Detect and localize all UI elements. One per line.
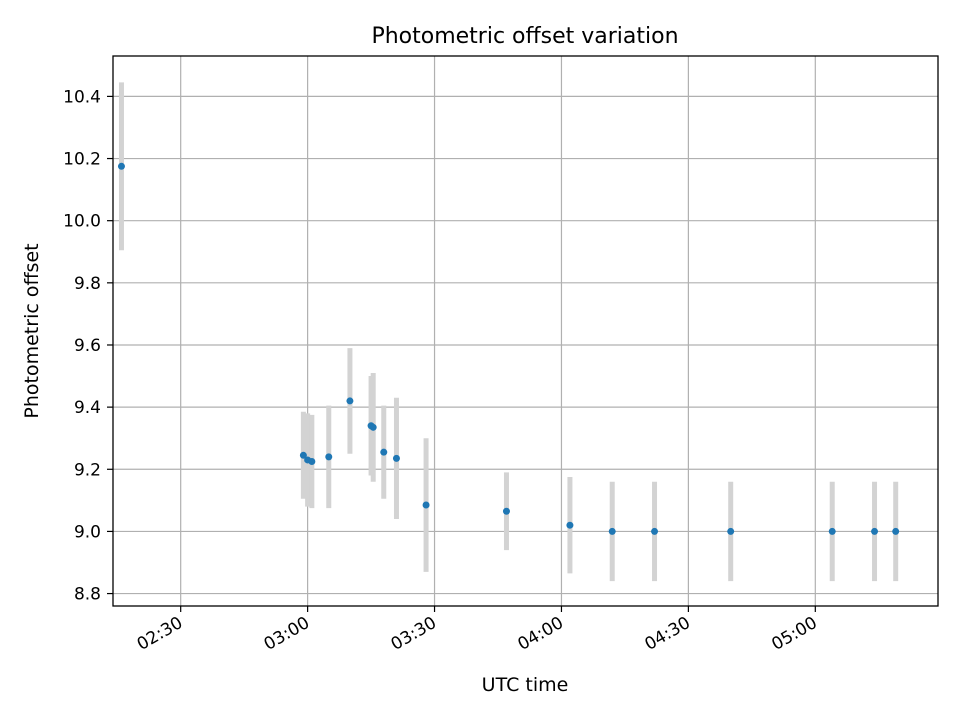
y-tick-label: 9.2 — [74, 460, 101, 480]
data-point — [422, 501, 430, 509]
data-point — [369, 423, 377, 431]
data-point — [608, 527, 616, 535]
data-point — [380, 448, 388, 456]
data-point — [346, 397, 354, 405]
data-point — [308, 458, 316, 466]
y-axis-label: Photometric offset — [21, 243, 43, 418]
plot-frame — [112, 55, 939, 607]
data-point — [651, 527, 659, 535]
y-tick-label: 9.0 — [74, 522, 101, 542]
data-point — [325, 453, 333, 461]
x-axis-label: UTC time — [482, 674, 569, 696]
data-point — [727, 527, 735, 535]
data-point — [871, 527, 879, 535]
y-tick-label: 9.4 — [74, 398, 101, 418]
data-points — [117, 162, 900, 535]
data-point — [392, 454, 400, 462]
chart-title: Photometric offset variation — [371, 24, 678, 49]
data-point — [892, 527, 900, 535]
y-tick-label: 9.8 — [74, 274, 101, 294]
data-point — [828, 527, 836, 535]
y-tick-label: 9.6 — [74, 336, 101, 356]
data-point — [502, 507, 510, 515]
y-tick-label: 8.8 — [74, 585, 101, 605]
grid — [113, 56, 938, 606]
data-point — [117, 162, 125, 170]
y-tick-label: 10.2 — [63, 150, 101, 170]
y-tick-label: 10.4 — [63, 87, 101, 107]
data-point — [566, 521, 574, 529]
y-tick-label: 10.0 — [63, 212, 101, 232]
data-point — [299, 451, 307, 459]
